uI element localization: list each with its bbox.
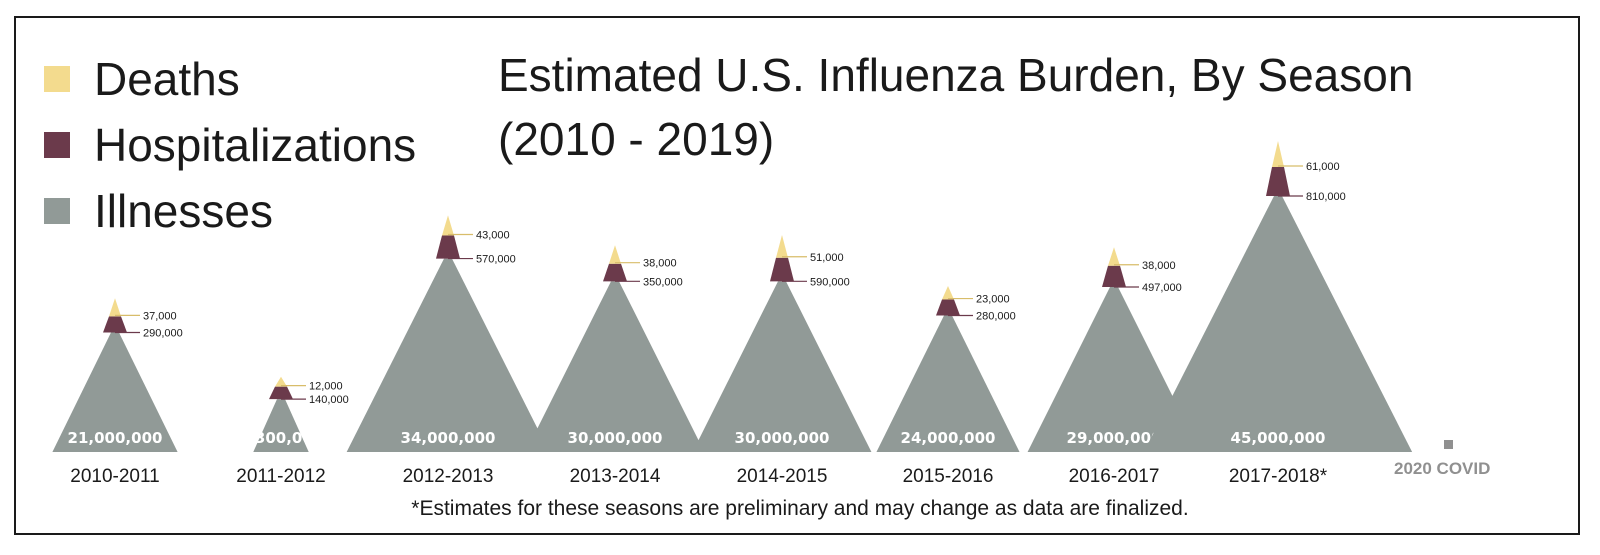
illnesses-mark-6: [1027, 287, 1201, 452]
hospitalizations-mark-7: [1266, 167, 1290, 196]
illnesses-label-2: 34,000,000: [401, 429, 496, 447]
illnesses-mark-2: [346, 258, 550, 452]
legend-label-illnesses: Illnesses: [94, 185, 273, 237]
deaths-mark-0: [109, 298, 121, 317]
hospitalizations-label-3: 350,000: [643, 276, 683, 288]
season-label-3: 2013-2014: [570, 466, 661, 487]
deaths-mark-3: [609, 245, 621, 264]
illnesses-label-1: 9,300,000: [239, 429, 323, 447]
hospitalizations-label-5: 280,000: [976, 310, 1016, 322]
illnesses-label-0: 21,000,000: [68, 429, 163, 447]
legend-item-deaths: Deaths: [44, 56, 240, 102]
season-label-4: 2014-2015: [737, 466, 828, 487]
legend-swatch-hospitalizations: [44, 132, 70, 158]
illnesses-mark-0: [52, 332, 178, 452]
deaths-label-0: 37,000: [143, 310, 177, 322]
deaths-label-6: 38,000: [1142, 260, 1176, 272]
legend-item-illnesses: Illnesses: [44, 188, 273, 234]
deaths-mark-2: [442, 215, 454, 236]
illnesses-mark-3: [525, 281, 705, 452]
season-label-7: 2017-2018*: [1229, 466, 1328, 487]
chart-title: Estimated U.S. Influenza Burden, By Seas…: [498, 49, 1414, 101]
covid-marker: [1444, 440, 1453, 449]
illnesses-mark-4: [692, 281, 872, 452]
deaths-label-1: 12,000: [309, 381, 343, 393]
hospitalizations-label-1: 140,000: [309, 394, 349, 406]
season-label-5: 2015-2016: [903, 466, 994, 487]
hospitalizations-label-7: 810,000: [1306, 191, 1346, 203]
hospitalizations-label-6: 497,000: [1142, 282, 1182, 294]
hospitalizations-label-4: 590,000: [810, 276, 850, 288]
hospitalizations-mark-1: [269, 386, 293, 400]
chart-subtitle: (2010 - 2019): [498, 113, 775, 165]
hospitalizations-mark-2: [436, 235, 460, 259]
deaths-label-5: 23,000: [976, 294, 1010, 306]
season-label-1: 2011-2012: [236, 466, 325, 487]
deaths-mark-4: [776, 235, 788, 258]
legend-label-deaths: Deaths: [94, 53, 240, 105]
hospitalizations-mark-0: [103, 316, 127, 333]
season-label-6: 2016-2017: [1069, 466, 1160, 487]
hospitalizations-mark-3: [603, 263, 627, 282]
legend-swatch-illnesses: [44, 198, 70, 224]
illnesses-label-4: 30,000,000: [735, 429, 830, 447]
deaths-mark-1: [275, 376, 287, 387]
hospitalizations-label-2: 570,000: [476, 254, 516, 266]
footnote: *Estimates for these seasons are prelimi…: [411, 497, 1189, 520]
illnesses-mark-5: [876, 315, 1020, 452]
hospitalizations-label-0: 290,000: [143, 328, 183, 340]
deaths-mark-7: [1272, 141, 1284, 167]
deaths-label-4: 51,000: [810, 252, 844, 264]
legend-item-hospitalizations: Hospitalizations: [44, 122, 416, 168]
deaths-mark-6: [1108, 247, 1120, 266]
illnesses-label-7: 45,000,000: [1231, 429, 1326, 447]
hospitalizations-mark-5: [936, 299, 960, 316]
hospitalizations-mark-6: [1102, 265, 1126, 288]
deaths-label-2: 43,000: [476, 230, 510, 242]
deaths-label-7: 61,000: [1306, 161, 1340, 173]
illnesses-label-5: 24,000,000: [901, 429, 996, 447]
deaths-label-3: 38,000: [643, 258, 677, 270]
legend-swatch-deaths: [44, 66, 70, 92]
deaths-mark-5: [942, 286, 954, 300]
covid-label: 2020 COVID: [1394, 459, 1491, 478]
season-label-0: 2010-2011: [70, 466, 159, 487]
illnesses-label-6: 29,000,000: [1067, 429, 1162, 447]
illnesses-mark-1: [253, 399, 309, 452]
illnesses-mark-7: [1143, 196, 1413, 452]
legend-label-hospitalizations: Hospitalizations: [94, 119, 417, 171]
season-label-2: 2012-2013: [403, 466, 494, 487]
illnesses-label-3: 30,000,000: [568, 429, 663, 447]
hospitalizations-mark-4: [770, 257, 794, 282]
